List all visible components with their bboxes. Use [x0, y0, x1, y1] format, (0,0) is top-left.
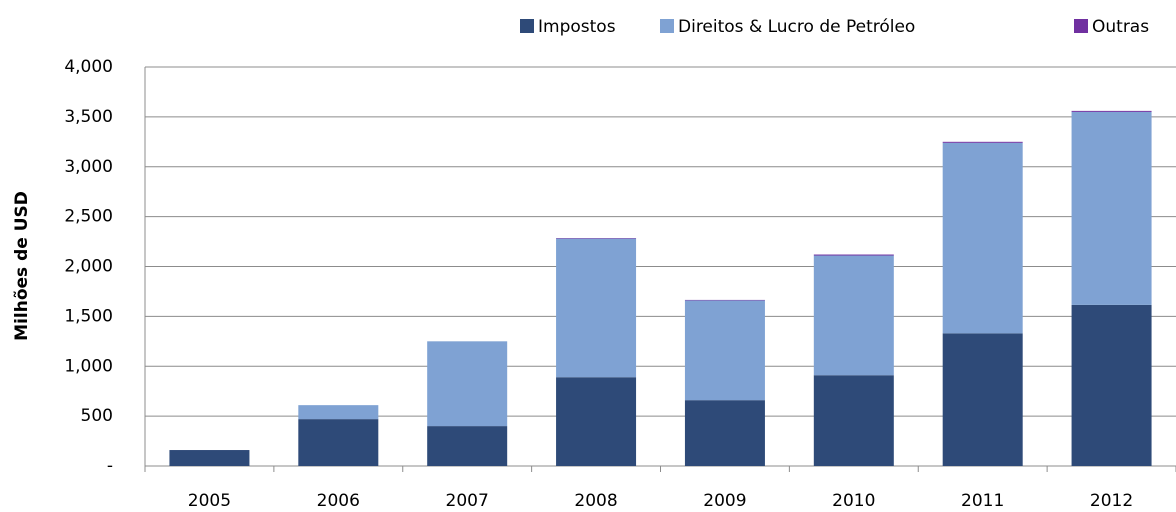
y-tick-label: 4,000: [64, 57, 113, 77]
x-tick-label: 2006: [317, 491, 360, 511]
legend-label: Direitos & Lucro de Petróleo: [678, 17, 915, 37]
bar-segment: [942, 333, 1023, 466]
x-tick-label: 2010: [832, 491, 875, 511]
bar-segment: [169, 450, 250, 466]
bar-segment: [298, 419, 379, 466]
y-tick-label: 500: [81, 406, 113, 426]
legend-swatch: [520, 19, 534, 33]
x-tick-label: 2011: [961, 491, 1004, 511]
legend-label: Impostos: [538, 17, 616, 37]
y-tick-label: -: [107, 456, 113, 476]
bar-segment: [684, 400, 765, 466]
x-tick-label: 2005: [188, 491, 231, 511]
y-tick-label: 3,500: [64, 107, 113, 127]
bar-segment: [427, 426, 508, 466]
y-axis-label: Milhões de USD: [12, 191, 32, 341]
bar-segment: [813, 375, 894, 466]
bar-segment: [813, 255, 894, 376]
y-tick-label: 3,000: [64, 157, 113, 177]
x-tick-label: 2008: [574, 491, 617, 511]
bar-segment: [298, 405, 379, 420]
bar-segment: [684, 300, 765, 401]
legend-swatch: [1074, 19, 1088, 33]
bar-segment: [942, 141, 1023, 143]
y-tick-label: 2,500: [64, 207, 113, 227]
x-tick-label: 2012: [1090, 491, 1133, 511]
bar-segment: [427, 341, 508, 427]
y-tick-label: 2,000: [64, 257, 113, 277]
bar-segment: [1071, 111, 1152, 305]
bar-segment: [1071, 304, 1152, 466]
bar-segment: [556, 377, 637, 466]
bar-segment: [1071, 110, 1152, 112]
bar-segment: [813, 254, 894, 256]
x-tick-label: 2007: [446, 491, 489, 511]
y-tick-label: 1,000: [64, 356, 113, 376]
x-tick-label: 2009: [703, 491, 746, 511]
legend-swatch: [660, 19, 674, 33]
bar-segment: [942, 142, 1023, 334]
bar-segment: [556, 238, 637, 378]
legend-label: Outras: [1092, 17, 1149, 37]
y-tick-label: 1,500: [64, 306, 113, 326]
